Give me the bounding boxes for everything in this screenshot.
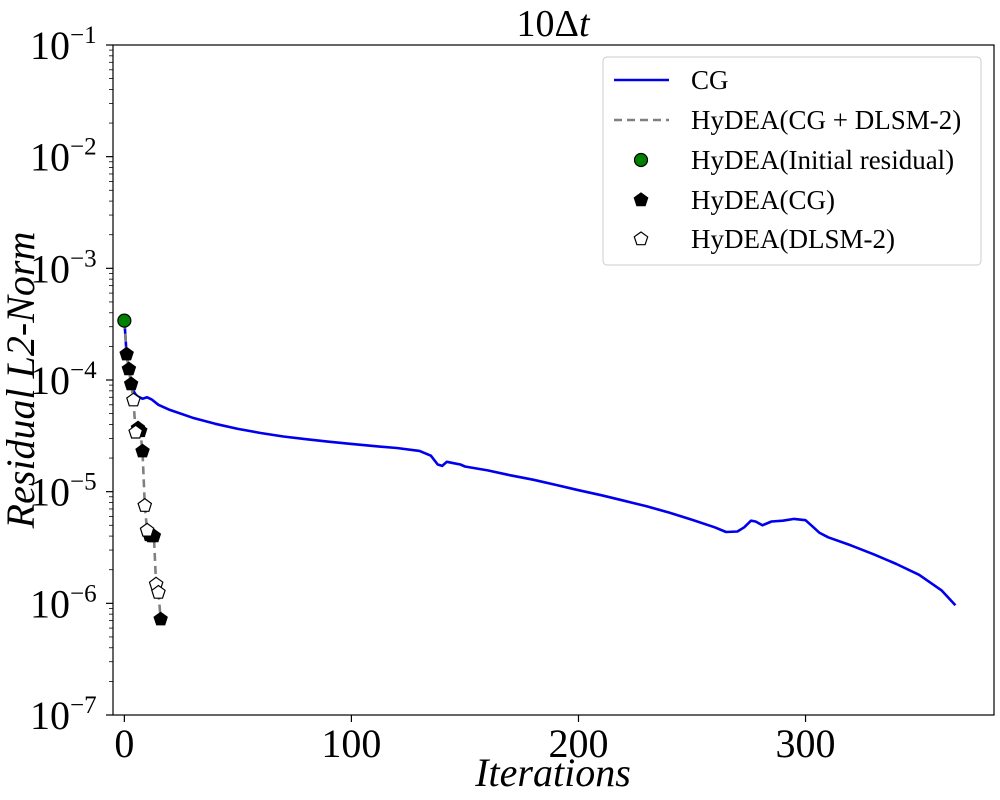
hydea-dlsm-marker bbox=[126, 392, 141, 407]
y-tick-exponent: −6 bbox=[70, 580, 97, 607]
y-tick-label: 10−1 bbox=[30, 22, 97, 68]
x-tick-label: 200 bbox=[548, 721, 608, 766]
y-tick-exponent: −3 bbox=[70, 245, 97, 272]
y-tick-base: 10 bbox=[30, 358, 70, 403]
legend-entry-label: HyDEA(Initial residual) bbox=[691, 145, 954, 175]
legend: CG HyDEA(CG + DLSM-2) HyDEA(Initial residu… bbox=[602, 56, 982, 266]
x-tick-label: 100 bbox=[321, 721, 381, 766]
axes: 10−110−210−310−410−510−610−70 100 200 300 bbox=[30, 22, 836, 766]
chart-title-variable: t bbox=[579, 3, 591, 45]
y-tick-label: 10−6 bbox=[30, 580, 97, 626]
legend-box bbox=[602, 56, 982, 266]
plot-lines bbox=[123, 320, 957, 620]
legend-initial-swatch bbox=[633, 152, 649, 168]
plot-markers bbox=[117, 313, 168, 626]
y-tick-label: 10−2 bbox=[30, 134, 97, 180]
y-tick-base: 10 bbox=[30, 581, 70, 626]
hydea-cg-marker bbox=[119, 346, 134, 361]
hydea-dlsm-marker bbox=[151, 584, 166, 599]
x-tick-label: 300 bbox=[776, 721, 836, 766]
y-tick-exponent: −5 bbox=[70, 469, 97, 496]
hydea-cg-marker bbox=[153, 611, 168, 626]
hydea-dlsm-marker bbox=[139, 522, 155, 537]
y-tick-base: 10 bbox=[30, 246, 70, 291]
chart-title: 10Δt bbox=[517, 3, 591, 45]
legend-pentagon-swatch bbox=[633, 192, 649, 207]
hydea-dlsm-marker bbox=[137, 497, 153, 512]
y-tick-exponent: −1 bbox=[70, 22, 97, 49]
hydea-cg-marker bbox=[135, 443, 150, 458]
legend-entry-label: HyDEA(CG) bbox=[691, 185, 835, 215]
y-tick-exponent: −7 bbox=[70, 692, 97, 719]
hydea-initial-marker bbox=[117, 313, 132, 328]
y-tick-base: 10 bbox=[30, 23, 70, 68]
y-tick-label: 10−4 bbox=[30, 357, 97, 403]
hydea-cg-marker bbox=[121, 361, 137, 376]
plot-frame bbox=[112, 44, 995, 716]
legend-entry-label: HyDEA(DLSM-2) bbox=[691, 224, 895, 254]
x-axis-label: Iterations bbox=[474, 750, 631, 795]
legend-entry-label: HyDEA(CG + DLSM-2) bbox=[691, 105, 961, 135]
x-tick-label: 0 bbox=[114, 721, 134, 766]
y-tick-label: 10−5 bbox=[30, 469, 97, 515]
y-tick-label: 10−7 bbox=[30, 692, 97, 738]
chart-title-base: 10Δ bbox=[517, 3, 579, 45]
y-tick-base: 10 bbox=[30, 470, 70, 515]
hydea-cg-marker bbox=[123, 376, 139, 391]
y-tick-base: 10 bbox=[30, 135, 70, 180]
y-tick-base: 10 bbox=[30, 693, 70, 738]
y-tick-label: 10−3 bbox=[30, 245, 97, 291]
y-tick-exponent: −2 bbox=[70, 134, 97, 161]
cg-series-line bbox=[123, 320, 957, 607]
legend-entry-label: CG bbox=[691, 65, 729, 95]
y-tick-exponent: −4 bbox=[70, 357, 97, 384]
hydea-dlsm-marker bbox=[128, 424, 144, 439]
y-axis-label: Residual L2-Norm bbox=[0, 232, 43, 530]
legend-pentagon-swatch bbox=[633, 231, 649, 246]
